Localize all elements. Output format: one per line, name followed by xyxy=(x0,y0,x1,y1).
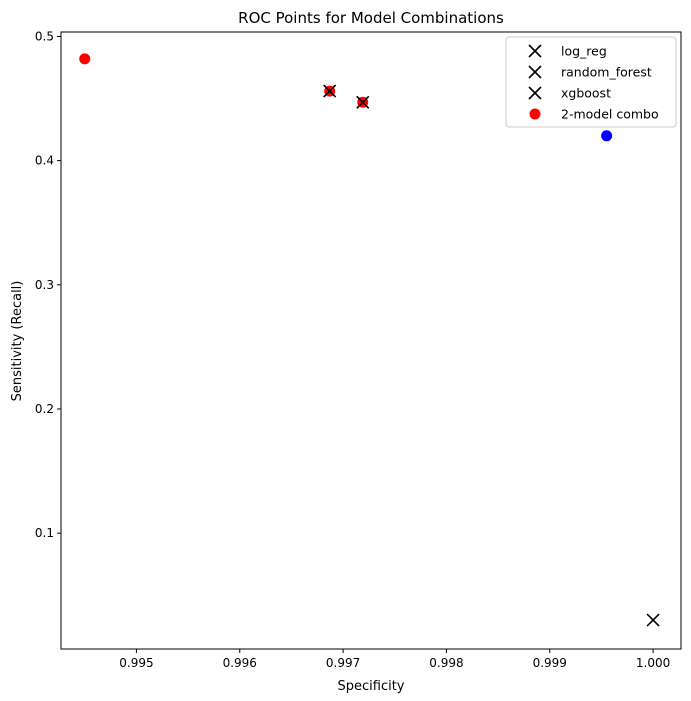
y-tick-label: 0.4 xyxy=(35,154,54,168)
legend-box xyxy=(505,36,677,128)
x-tick-label: 0.999 xyxy=(533,656,567,670)
y-tick-label: 0.3 xyxy=(35,278,54,292)
x-tick-label: 0.995 xyxy=(119,656,153,670)
y-tick-label: 0.5 xyxy=(35,29,54,43)
legend-marker-log-reg-stroke-b xyxy=(528,44,542,58)
model-point-log-reg-stroke-b xyxy=(323,84,337,98)
plot-frame xyxy=(60,31,682,650)
legend-marker-log-reg xyxy=(528,44,542,58)
y-axis-label: Sensitivity (Recall) xyxy=(10,281,25,402)
data-marks xyxy=(79,53,660,627)
y-tick-label: 0.2 xyxy=(35,402,54,416)
model-point-xgboost xyxy=(646,613,660,627)
x-axis-label: Specificity xyxy=(338,679,405,694)
legend-marker-random-forest xyxy=(528,65,542,79)
combo-point xyxy=(79,53,91,65)
axis-ticks: 0.995 0.996 0.997 0.998 0.999 1.000 0.1 0.2 0.3 0… xyxy=(35,29,670,670)
x-tick-label: 0.998 xyxy=(429,656,463,670)
legend-marker-xgboost xyxy=(528,86,542,100)
legend-label: 2-model combo xyxy=(561,107,659,122)
x-tick-label: 0.996 xyxy=(223,656,257,670)
chart-title: ROC Points for Model Combinations xyxy=(238,9,504,27)
legend-label: random_forest xyxy=(561,65,652,80)
legend-marker-combo xyxy=(529,108,541,120)
model-point-log-reg xyxy=(323,84,337,98)
x-tick-label: 1.000 xyxy=(636,656,670,670)
x-tick-label: 0.997 xyxy=(326,656,360,670)
model-point-random-forest xyxy=(356,95,370,109)
model-point-xgboost-stroke-b xyxy=(646,613,660,627)
legend-marker-random-forest-stroke-b xyxy=(528,65,542,79)
y-tick-label: 0.1 xyxy=(35,526,54,540)
blue-point xyxy=(601,130,613,142)
model-point-random-forest-stroke-b xyxy=(356,95,370,109)
legend-label: log_reg xyxy=(561,44,607,59)
legend-label: xgboost xyxy=(561,86,611,101)
legend-marker-xgboost-stroke-b xyxy=(528,86,542,100)
